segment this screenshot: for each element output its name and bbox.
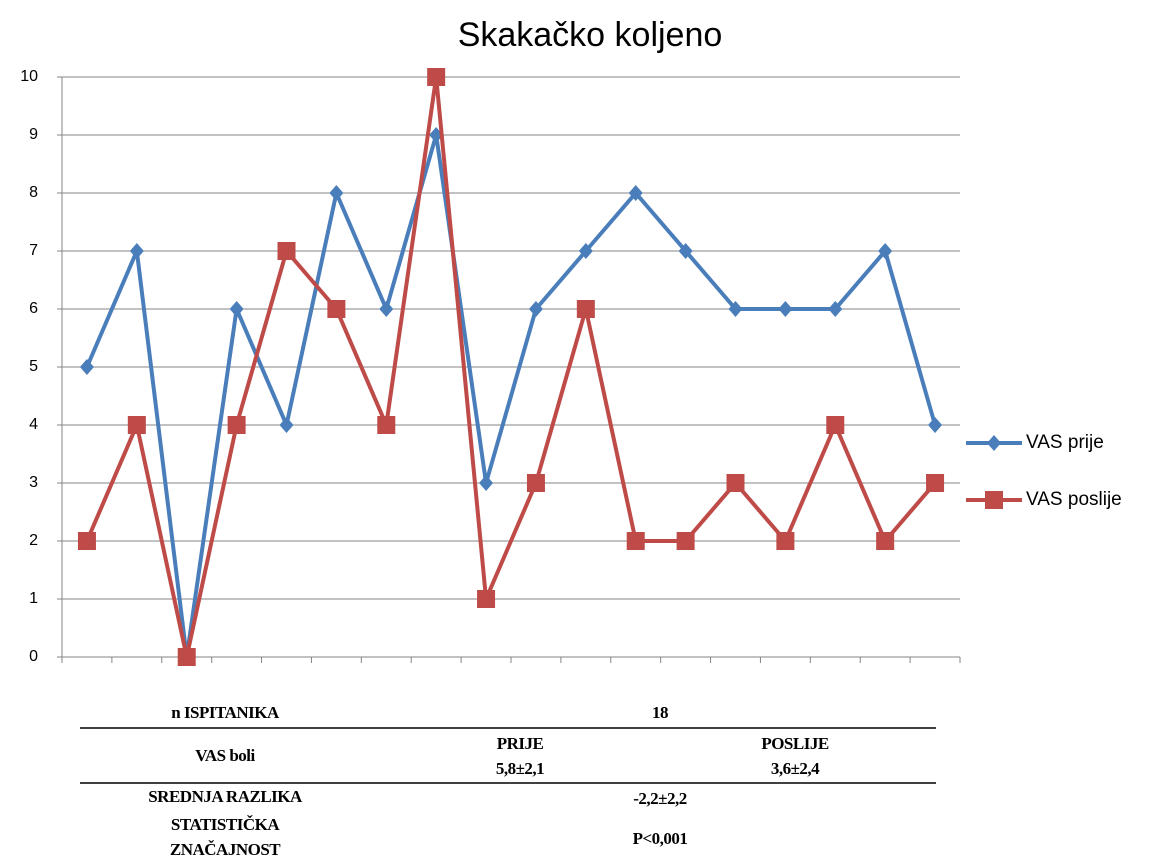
table-cell: SREDNJA RAZLIKA <box>148 787 303 806</box>
data-point <box>277 242 296 260</box>
y-tick-label: 1 <box>29 590 38 607</box>
data-point <box>776 532 795 550</box>
data-point <box>477 590 496 608</box>
table-cell: -2,2±2,2 <box>633 789 687 808</box>
y-tick-label: 2 <box>29 532 38 549</box>
data-point <box>528 301 543 317</box>
table-cell: STATISTIČKA <box>171 815 280 834</box>
data-point <box>676 532 695 550</box>
legend-marker <box>985 491 1003 509</box>
data-point <box>329 185 344 201</box>
table-cell: PRIJE <box>497 734 544 753</box>
data-point <box>678 243 693 259</box>
series-line <box>85 133 937 659</box>
table-cell: POSLIJE <box>761 734 829 753</box>
y-tick-label: 4 <box>29 416 38 433</box>
y-tick-label: 10 <box>20 68 38 85</box>
y-tick-label: 7 <box>29 242 38 259</box>
data-point <box>479 475 494 491</box>
data-point <box>129 243 144 259</box>
y-tick-label: 9 <box>29 126 38 143</box>
series-line <box>85 75 937 659</box>
summary-table: n ISPITANIKA 18 VAS boli PRIJE 5,8±2,1 P… <box>80 703 936 859</box>
legend-marker <box>987 435 1001 451</box>
data-point <box>427 68 446 86</box>
y-tick-label: 0 <box>29 648 38 665</box>
data-point <box>878 243 893 259</box>
table-cell: P<0,001 <box>633 829 688 848</box>
data-point <box>77 532 96 550</box>
data-point <box>928 417 943 433</box>
data-point <box>377 416 396 434</box>
table-cell: n ISPITANIKA <box>171 703 280 722</box>
data-point <box>726 474 745 492</box>
legend-label: VAS poslije <box>1026 489 1122 510</box>
data-point <box>876 532 895 550</box>
data-point <box>828 301 843 317</box>
data-point <box>626 532 645 550</box>
data-point <box>79 359 94 375</box>
data-point <box>229 301 244 317</box>
data-point <box>127 416 146 434</box>
table-cell: ZNAČAJNOST <box>170 840 281 859</box>
y-tick-label: 6 <box>29 300 38 317</box>
data-point <box>578 243 593 259</box>
data-point <box>778 301 793 317</box>
table-cell: VAS boli <box>195 746 255 765</box>
data-point <box>526 474 545 492</box>
y-tick-label: 8 <box>29 184 38 201</box>
data-point <box>926 474 945 492</box>
data-point <box>327 300 346 318</box>
data-point <box>826 416 845 434</box>
y-tick-label: 5 <box>29 358 38 375</box>
legend-label: VAS prije <box>1026 432 1104 453</box>
data-point <box>279 417 294 433</box>
data-point <box>379 301 394 317</box>
data-point <box>576 300 595 318</box>
data-point <box>227 416 246 434</box>
data-point <box>728 301 743 317</box>
table-cell: 18 <box>652 703 668 722</box>
y-tick-label: 3 <box>29 474 38 491</box>
data-point <box>628 185 643 201</box>
chart-title: Skakačko koljeno <box>458 16 723 54</box>
data-point <box>177 648 196 666</box>
table-cell: 3,6±2,4 <box>771 759 820 778</box>
table-cell: 5,8±2,1 <box>496 759 544 778</box>
